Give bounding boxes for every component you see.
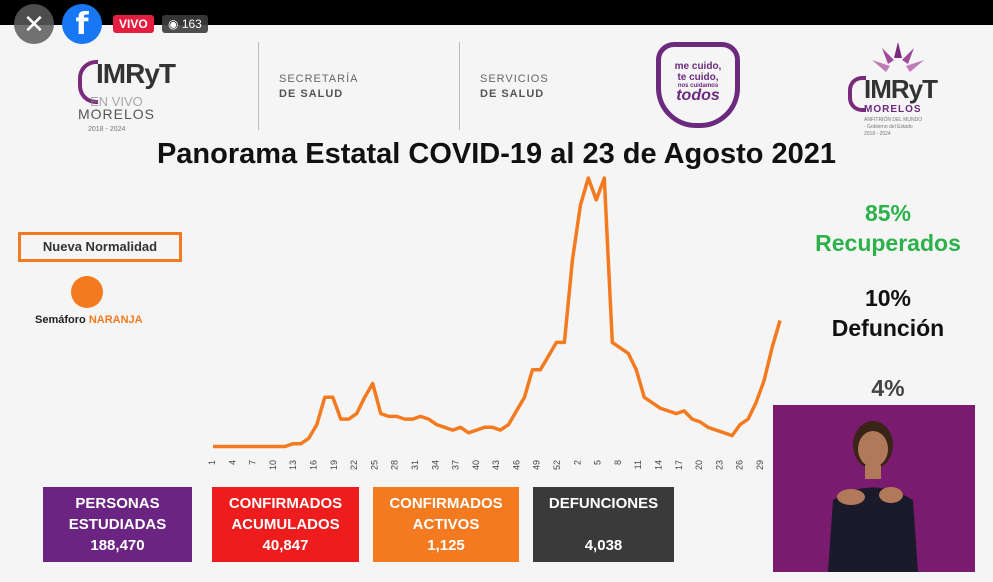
x-tick-label: 8 [613,460,623,465]
badge-line3: nos cuidamos [677,83,719,89]
box-label-1: PERSONAS [75,495,160,512]
x-tick-label: 34 [430,460,440,470]
dept2-line2: DE SALUD [480,88,545,100]
x-tick-label: 22 [349,460,359,470]
x-tick-label: 37 [451,460,461,470]
covid-line-chart: 1 4 7 10 13 16 19 22 25 28 31 34 37 40 43 46 49 52 2 5 8 11 14… [207,176,782,470]
x-tick-label: 40 [471,460,481,470]
servicios-de-salud-logo: SERVICIOS DE SALUD [480,72,549,102]
defuncion-label: Defunción [831,315,945,341]
dept2-line1: SERVICIOS [480,73,549,85]
x-tick-label: 7 [248,460,258,465]
box-value: 188,470 [90,537,145,554]
x-tick-label: 31 [410,460,420,470]
semaforo-color: NARANJA [88,314,143,326]
sign-language-interpreter-video [773,405,975,572]
x-tick-label: 26 [735,460,745,470]
x-tick-label: 11 [633,460,643,469]
box-value: 4,038 [584,537,623,554]
interpreter-figure-icon [828,421,918,572]
x-tick-label: 5 [593,460,603,465]
x-tick-label: 20 [694,460,704,470]
viewer-count: ◉ 163 [162,15,208,33]
logo-sub: MORELOS [78,106,156,122]
imryt-logo-right: IMRyT MORELOS ANFITRIÓN DEL MUNDO · Gobi… [848,40,963,137]
nueva-normalidad-label: Nueva Normalidad [18,232,182,262]
x-tick-label: 49 [532,460,542,470]
logo-sub: MORELOS [864,104,922,115]
semaforo-label: Semáforo NARANJA [35,314,143,326]
x-tick-label: 1 [207,460,217,465]
x-tick-label: 29 [755,460,765,470]
header-divider [258,42,259,130]
box-value: 40,847 [262,537,309,554]
box-value: 1,125 [427,537,465,554]
x-tick-label: 13 [288,460,298,470]
dept1-line1: SECRETARÍA [279,73,359,85]
x-tick-label: 43 [491,460,501,470]
recuperados-stat: 85% Recuperados [808,198,968,258]
logo-mark-icon [78,60,98,104]
dept1-line2: DE SALUD [279,88,344,100]
x-tick-label: 14 [654,460,664,470]
confirmados-acumulados-box: CONFIRMADOS ACUMULADOS 40,847 [212,487,359,562]
semaforo-dot-icon [71,276,103,308]
badge-line1: me cuido, [674,61,722,72]
semaforo-text: Semáforo [35,314,86,326]
close-icon[interactable]: ✕ [14,4,54,44]
box-label-1: DEFUNCIONES [548,495,659,512]
x-tick-label: 25 [369,460,379,470]
x-tick-label: 52 [552,460,562,470]
campaign-badge: me cuido, te cuido, nos cuidamos todos [656,42,740,128]
facebook-icon[interactable]: f [62,4,102,44]
live-badge: VIVO [113,15,154,33]
defuncion-pct: 10% [864,285,912,311]
recuperados-pct: 85% [864,200,912,226]
box-label-2: ACUMULADOS [231,516,340,533]
confirmados-activos-box: CONFIRMADOS ACTIVOS 1,125 [373,487,519,562]
series-line [213,176,782,449]
defunciones-box: DEFUNCIONES 4,038 [533,487,674,562]
badge-line4: todos [676,87,720,104]
recuperados-label: Recuperados [815,230,961,256]
defuncion-stat: 10% Defunción [808,283,968,343]
x-tick-label: 4 [227,460,237,465]
imryt-logo-left: IMRyT EN VIVO MORELOS 2018 - 2024 [78,42,188,133]
x-tick-label: 2 [572,460,582,465]
logo-text: IMRyT [864,74,938,104]
box-label-1: CONFIRMADOS [228,495,343,512]
personas-estudiadas-box: PERSONAS ESTUDIADAS 188,470 [43,487,192,562]
box-label-2: ESTUDIADAS [68,516,167,533]
box-label-2: ACTIVOS [412,516,480,533]
eye-icon: ◉ [168,17,179,31]
x-tick-label: 19 [329,460,339,470]
x-tick-label: 46 [511,460,521,470]
en-vivo-watermark: EN VIVO [90,94,143,109]
x-tick-label: 23 [714,460,724,470]
x-tick-label: 28 [390,460,400,470]
header-divider [459,42,460,130]
logo-tiny: ANFITRIÓN DEL MUNDO · Gobierno del Estad… [864,117,923,137]
viewer-count-value: 163 [181,17,202,31]
box-label-2 [533,514,674,535]
logo-mark-icon [848,76,866,112]
logo-text: IMRyT [96,58,176,89]
badge-line2: te cuido, [677,72,719,83]
x-tick-label: 10 [268,460,278,470]
x-tick-label: 17 [674,460,684,470]
page-title: Panorama Estatal COVID-19 al 23 de Agost… [156,138,837,170]
flower-icon [872,42,924,72]
logo-years: 2018 - 2024 [88,126,126,133]
x-tick-label: 16 [308,460,318,470]
activos-stat: 4% [808,373,968,403]
secretaria-de-salud-logo: SECRETARÍA DE SALUD [279,72,358,102]
box-label-1: CONFIRMADOS [389,495,503,512]
activos-pct: 4% [871,375,905,401]
